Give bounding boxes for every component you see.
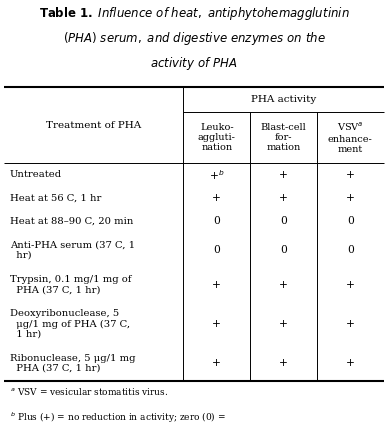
Text: VSV$^a$
enhance-
ment: VSV$^a$ enhance- ment — [328, 121, 372, 154]
Text: Untreated: Untreated — [10, 170, 62, 179]
Text: +: + — [279, 193, 288, 203]
Text: +: + — [279, 319, 288, 329]
Text: Ribonuclease, 5 μg/1 mg
  PHA (37 C, 1 hr): Ribonuclease, 5 μg/1 mg PHA (37 C, 1 hr) — [10, 353, 135, 373]
Text: 0: 0 — [347, 216, 354, 226]
Text: Heat at 88–90 C, 20 min: Heat at 88–90 C, 20 min — [10, 217, 133, 226]
Text: +: + — [279, 280, 288, 290]
Text: $^a$ VSV = vesicular stomatitis virus.: $^a$ VSV = vesicular stomatitis virus. — [10, 386, 168, 397]
Text: +: + — [279, 358, 288, 368]
Text: Deoxyribonuclease, 5
  μg/1 mg of PHA (37 C,
  1 hr): Deoxyribonuclease, 5 μg/1 mg of PHA (37 … — [10, 309, 130, 339]
Text: +: + — [212, 358, 221, 368]
Text: Heat at 56 C, 1 hr: Heat at 56 C, 1 hr — [10, 194, 101, 203]
Text: +: + — [212, 319, 221, 329]
Text: $\mathit{activity\ of\ PHA}$: $\mathit{activity\ of\ PHA}$ — [150, 55, 238, 72]
Text: +: + — [279, 170, 288, 180]
Text: 0: 0 — [213, 216, 220, 226]
Text: +: + — [346, 170, 355, 180]
Text: Anti-PHA serum (37 C, 1
  hr): Anti-PHA serum (37 C, 1 hr) — [10, 240, 135, 260]
Text: +: + — [346, 193, 355, 203]
Text: Leuko-
aggluti-
nation: Leuko- aggluti- nation — [198, 123, 236, 153]
Text: Treatment of PHA: Treatment of PHA — [46, 121, 141, 129]
Text: 0: 0 — [347, 245, 354, 255]
Text: 0: 0 — [280, 245, 287, 255]
Text: $\mathbf{Table\ 1.}$$\ \mathit{Influence\ of\ heat,\ antiphytohemagglutinin}$: $\mathbf{Table\ 1.}$$\ \mathit{Influence… — [39, 5, 349, 22]
Text: $\mathit{(PHA)\ serum,\ and\ digestive\ enzymes\ on\ the}$: $\mathit{(PHA)\ serum,\ and\ digestive\ … — [63, 30, 325, 47]
Text: +: + — [212, 280, 221, 290]
Text: Trypsin, 0.1 mg/1 mg of
  PHA (37 C, 1 hr): Trypsin, 0.1 mg/1 mg of PHA (37 C, 1 hr) — [10, 275, 131, 295]
Text: 0: 0 — [213, 245, 220, 255]
Text: PHA activity: PHA activity — [251, 95, 317, 104]
Text: +: + — [346, 280, 355, 290]
Text: +$^b$: +$^b$ — [209, 168, 224, 182]
Text: $^b$ Plus (+) = no reduction in activity; zero (0) =: $^b$ Plus (+) = no reduction in activity… — [10, 411, 225, 425]
Text: Blast-cell
for-
mation: Blast-cell for- mation — [261, 123, 306, 153]
Text: +: + — [346, 319, 355, 329]
Text: 0: 0 — [280, 216, 287, 226]
Text: +: + — [212, 193, 221, 203]
Text: +: + — [346, 358, 355, 368]
